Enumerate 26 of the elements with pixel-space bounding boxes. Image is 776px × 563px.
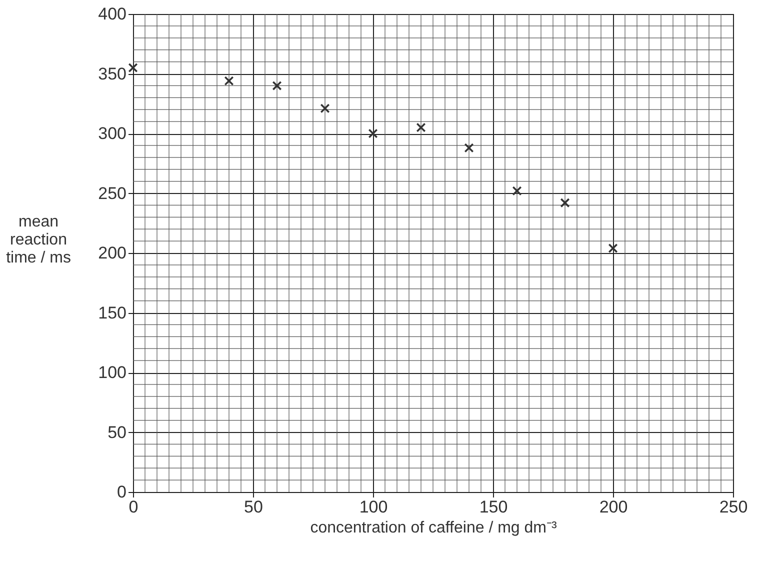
point: [416, 122, 426, 132]
x-tick-label: 150: [479, 498, 508, 516]
point: [464, 143, 474, 153]
point: [608, 243, 618, 253]
point: [512, 186, 522, 196]
point: [224, 76, 234, 86]
y-tick-label: 250: [98, 184, 126, 203]
y-tick-label: 400: [98, 4, 126, 24]
y-tick-label: 50: [108, 422, 126, 442]
y-axis-title: mean reaction time / ms: [6, 214, 71, 266]
y-tick-label: 150: [98, 303, 126, 322]
x-tick-label: 250: [719, 498, 748, 516]
y-tick-label: 300: [98, 124, 126, 143]
x-tick-label: 50: [244, 498, 263, 516]
x-tick-label: 100: [359, 498, 388, 516]
x-axis-title: concentration of caffeine / mg dm⁻³: [310, 520, 558, 536]
y-tick-label: 200: [98, 244, 126, 262]
point: [368, 128, 378, 138]
point: [272, 80, 282, 90]
point: [560, 198, 570, 208]
y-tick-label: 350: [98, 64, 126, 84]
y-tick-label: 0: [117, 482, 126, 502]
y-tick-label: 100: [98, 363, 126, 382]
x-tick-label: 0: [128, 498, 138, 516]
point: [320, 104, 330, 114]
x-tick-label: 200: [599, 498, 628, 516]
